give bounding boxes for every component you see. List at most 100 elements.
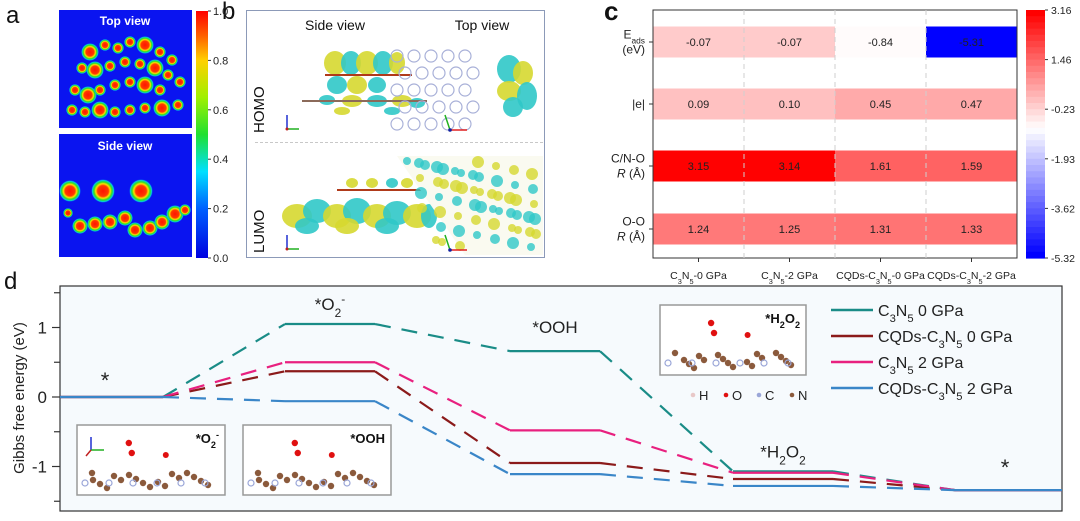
- transition-connector: [599, 473, 734, 488]
- orbital-lobe: [375, 218, 399, 234]
- orbital-lobe: [451, 167, 459, 175]
- lattice-ring: [441, 83, 455, 97]
- lattice-ring: [466, 66, 480, 80]
- heatmap-value-label: -5.31: [959, 37, 984, 49]
- legend-item: C3N5 2 GPa: [831, 355, 964, 377]
- lattice-ring: [390, 117, 404, 131]
- orbital-lobe: [373, 51, 393, 75]
- top-view-title: Top view: [100, 14, 151, 28]
- heatmap-value-label: 0.10: [779, 99, 800, 111]
- atom-o: [294, 449, 301, 457]
- panel-b: Side view Top view HOMO LUMO: [246, 10, 545, 258]
- orbital-lobe: [414, 158, 424, 168]
- atom-o: [710, 329, 718, 337]
- heatmap-value-label: 0.47: [961, 99, 982, 111]
- heatmap-cell: [653, 213, 744, 245]
- heatmap-value-label: 3.15: [688, 161, 709, 173]
- heatmap-cell: [835, 150, 926, 182]
- inset-label: *OOH: [350, 431, 385, 446]
- atom-o: [125, 439, 132, 447]
- heatmap-cell: [744, 26, 835, 58]
- lattice-ring: [432, 100, 446, 114]
- side-view-header: Side view: [305, 17, 365, 33]
- atom-legend-marker: [789, 392, 795, 398]
- orbital-lobe: [434, 206, 446, 218]
- atom-c: [729, 363, 737, 371]
- legend-label: C3N5 0 GPa: [878, 303, 964, 325]
- atom-n: [271, 479, 279, 487]
- colorbar-segment: [1026, 65, 1045, 73]
- atom-c: [139, 479, 147, 487]
- side-view-title: Side view: [98, 139, 153, 153]
- atom-o: [291, 439, 298, 447]
- homo-top-view-image: [390, 49, 537, 131]
- colorbar-segment: [1026, 84, 1045, 92]
- y-tick-label: 0: [38, 388, 47, 407]
- transition-connector: [162, 361, 286, 399]
- orbital-lobe: [432, 236, 440, 244]
- elf-blob: [119, 56, 131, 68]
- lattice-ring: [424, 49, 438, 63]
- heatmap-row-label: R (Å): [617, 229, 645, 244]
- elf-blob: [124, 36, 136, 48]
- colorbar-segment: [1026, 196, 1045, 203]
- atom-c: [772, 349, 780, 357]
- orbital-lobe: [416, 174, 424, 182]
- heatmap-cell: [744, 88, 835, 120]
- orbital-lobe: [488, 218, 500, 230]
- atom-c: [743, 358, 751, 366]
- lattice-ring: [415, 100, 429, 114]
- colorbar-segment: [1026, 202, 1045, 209]
- atom-c: [110, 472, 118, 480]
- colorbar-tick-label: 0.2: [213, 204, 228, 216]
- atom-legend-label: C: [765, 388, 774, 403]
- colorbar-segment: [1026, 239, 1045, 247]
- elf-blob: [76, 62, 88, 74]
- colorbar-segment: [1026, 34, 1045, 42]
- atom-o: [744, 332, 751, 338]
- colorbar-segment: [1026, 78, 1045, 85]
- heatmap-column-label: CQDs-C3N5-2 GPa: [927, 270, 1016, 286]
- orbital-lobe: [469, 199, 481, 211]
- lattice-ring: [424, 117, 438, 131]
- colorbar-tick-label: 1.46: [1051, 55, 1072, 67]
- atom-c: [305, 479, 313, 487]
- lattice-ring: [398, 66, 412, 80]
- elf-blob: [162, 69, 174, 81]
- colorbar-segment: [1026, 227, 1045, 234]
- colorbar-segment: [1026, 220, 1045, 228]
- atom-o: [128, 449, 135, 457]
- elf-blob: [79, 106, 91, 118]
- heatmap-cell: [653, 88, 744, 120]
- colorbar-tick-label: -3.62: [1051, 203, 1075, 215]
- orbital-lobe: [347, 76, 367, 94]
- orbital-lobe: [468, 170, 478, 180]
- elf-blob: [99, 39, 111, 51]
- orbital-lobe: [454, 212, 462, 220]
- orbital-images: [282, 49, 543, 255]
- elf-blob: [142, 220, 158, 236]
- atom-n: [201, 479, 209, 487]
- atom-c: [334, 470, 342, 478]
- atom-n: [343, 479, 351, 487]
- atom-c: [254, 469, 262, 477]
- elf-blob: [102, 214, 118, 230]
- heatmap-row-label: O-O: [622, 215, 645, 229]
- elf-blob: [174, 76, 186, 88]
- heatmap-cell: [926, 150, 1017, 182]
- heatmap-cell: [653, 26, 744, 58]
- lattice-ring: [449, 100, 463, 114]
- atom-o: [707, 319, 715, 327]
- colorbar-tick-label: -5.32: [1051, 253, 1075, 265]
- elf-blob: [112, 42, 124, 54]
- atom-c: [255, 476, 263, 484]
- elf-blob: [86, 61, 104, 79]
- elf-top-view-image: [59, 10, 192, 128]
- transition-connector: [599, 429, 734, 474]
- elf-blob: [124, 76, 136, 88]
- colorbar-segment: [1026, 189, 1045, 197]
- lattice-ring: [432, 66, 446, 80]
- lattice-ring: [458, 117, 472, 131]
- atom-n: [736, 359, 744, 367]
- heatmap-value-label: -0.84: [868, 37, 893, 49]
